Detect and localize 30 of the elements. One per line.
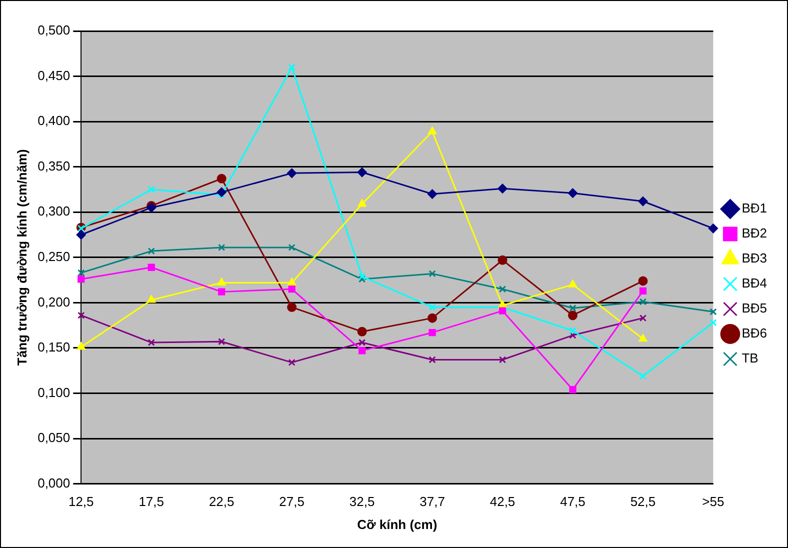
x-tick-label: 42,5 bbox=[490, 494, 516, 510]
legend-label: BĐ4 bbox=[742, 276, 768, 291]
x-tick-label: 52,5 bbox=[630, 494, 656, 510]
legend-label: BĐ6 bbox=[742, 326, 768, 341]
x-axis-title: Cỡ kính (cm) bbox=[357, 516, 438, 532]
x-tick-label: 22,5 bbox=[208, 494, 234, 510]
y-axis-title: Tăng trưởng đường kính (cm/năm) bbox=[14, 149, 30, 366]
x-tick-label: 37,7 bbox=[420, 494, 445, 510]
legend-label: BĐ3 bbox=[742, 250, 768, 266]
y-tick-label: 0,450 bbox=[38, 68, 70, 83]
legend-label: BĐ5 bbox=[742, 300, 768, 316]
x-tick-label: 17,5 bbox=[138, 494, 164, 510]
y-tick-label: 0,200 bbox=[38, 294, 70, 310]
y-tick-label: 0,250 bbox=[38, 248, 70, 264]
x-tick-label: 47,5 bbox=[560, 494, 586, 510]
legend-label: BĐ2 bbox=[742, 226, 768, 241]
legend-label: TB bbox=[742, 350, 758, 366]
y-tick-label: 0,100 bbox=[38, 384, 70, 400]
y-tick-label: 0,000 bbox=[38, 475, 70, 490]
x-tick-label: 12,5 bbox=[68, 494, 94, 510]
legend-label: BĐ1 bbox=[742, 200, 768, 216]
y-tick-label: 0,050 bbox=[38, 430, 70, 446]
x-tick-label: >55 bbox=[702, 494, 724, 510]
x-tick-label: 27,5 bbox=[279, 494, 304, 510]
y-tick-label: 0,350 bbox=[38, 158, 70, 174]
y-tick-label: 0,400 bbox=[38, 113, 70, 128]
y-tick-label: 0,300 bbox=[38, 204, 70, 219]
x-tick-label: 32,5 bbox=[349, 494, 375, 510]
y-tick-label: 0,150 bbox=[38, 340, 70, 355]
y-tick-label: 0,500 bbox=[38, 22, 70, 38]
